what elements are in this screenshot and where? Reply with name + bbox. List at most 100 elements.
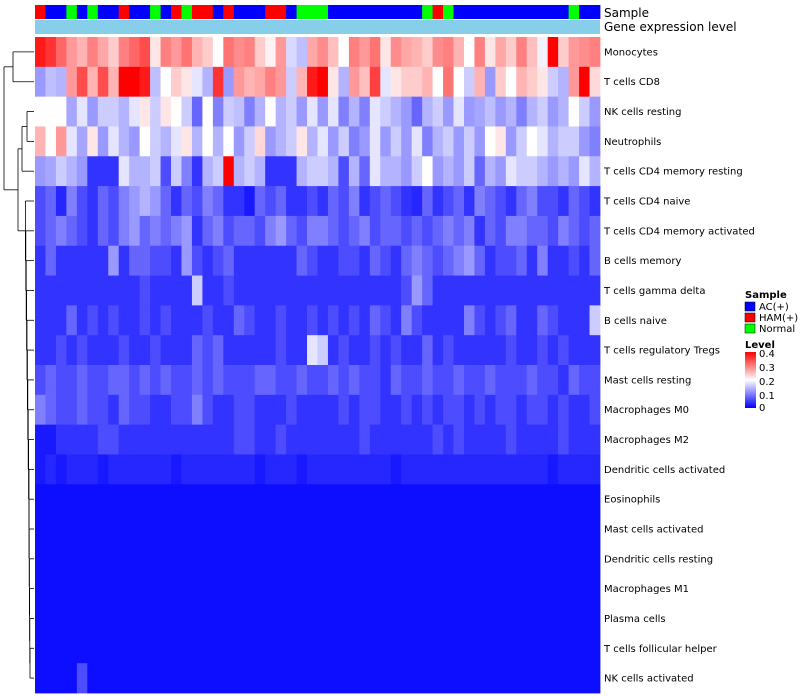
sample-annotation-cell — [171, 5, 182, 19]
heatmap-cell — [495, 186, 507, 217]
heatmap-cell — [275, 514, 287, 545]
heatmap-cell — [579, 245, 590, 276]
heatmap-cell — [348, 394, 360, 426]
heatmap-cell — [505, 126, 517, 157]
heatmap-cell — [411, 424, 423, 455]
heatmap-cell — [160, 305, 172, 336]
heatmap-cell — [181, 454, 193, 485]
heatmap-cell — [97, 514, 109, 545]
heatmap-cell — [171, 663, 182, 694]
level-tick-0.2: 0.2 — [759, 377, 775, 388]
heatmap-cell — [568, 96, 580, 127]
heatmap-cell — [401, 484, 413, 515]
heatmap-cell — [87, 454, 99, 485]
heatmap-cell — [390, 126, 402, 157]
heatmap-cell — [432, 126, 444, 157]
heatmap-cell — [568, 484, 580, 515]
heatmap-cell — [589, 573, 601, 604]
heatmap-cell — [66, 335, 78, 366]
heatmap-cell — [453, 603, 465, 634]
heatmap-cell — [390, 305, 402, 336]
heatmap-cell — [118, 305, 130, 336]
heatmap-cell — [139, 96, 151, 127]
heatmap-cell — [191, 365, 203, 396]
heatmap-cell — [233, 66, 245, 98]
heatmap-cell — [160, 603, 172, 634]
heatmap-cell — [254, 514, 266, 545]
heatmap-cell — [327, 96, 339, 127]
heatmap-cell — [390, 424, 402, 455]
heatmap-cell — [286, 186, 297, 217]
heatmap-cell — [516, 37, 528, 68]
heatmap-cell — [369, 335, 381, 366]
heatmap-cell — [474, 66, 486, 98]
heatmap-cell — [171, 305, 182, 336]
heatmap-cell — [390, 96, 402, 127]
heatmap-cell — [171, 275, 182, 306]
heatmap-cell — [191, 186, 203, 217]
heatmap-cell — [296, 37, 308, 68]
heatmap-cell — [547, 215, 559, 247]
heatmap-cell — [338, 514, 350, 545]
heatmap-cell — [223, 37, 235, 68]
heatmap-cell — [129, 365, 141, 396]
heatmap-cell — [202, 245, 214, 276]
heatmap-cell — [244, 66, 256, 98]
heatmap-cell — [317, 484, 329, 515]
heatmap-cell — [411, 215, 423, 247]
heatmap-cell — [35, 573, 46, 604]
heatmap-cell — [108, 573, 120, 604]
heatmap-cell — [422, 126, 433, 157]
heatmap-cell — [380, 543, 392, 575]
heatmap-cell — [160, 663, 172, 694]
heatmap-cell — [484, 96, 496, 127]
heatmap-cell — [516, 305, 528, 336]
heatmap-cell — [422, 37, 433, 68]
heatmap-cell — [129, 454, 141, 485]
heatmap-cell — [296, 573, 308, 604]
heatmap-cell — [505, 394, 517, 426]
heatmap-cell — [150, 186, 161, 217]
heatmap-cell — [422, 275, 433, 306]
heatmap-cell — [558, 514, 570, 545]
heatmap-cell — [55, 156, 67, 187]
heatmap-cell — [401, 66, 413, 98]
heatmap-cell — [191, 603, 203, 634]
heatmap-cell — [223, 305, 235, 336]
legend-label-ac: AC(+) — [759, 302, 789, 313]
heatmap-cell — [171, 454, 182, 485]
heatmap-cell — [35, 215, 46, 247]
heatmap-cell — [45, 66, 57, 98]
heatmap-cell — [589, 275, 601, 306]
heatmap-cell — [401, 126, 413, 157]
heatmap-cell — [66, 543, 78, 575]
heatmap-cell — [254, 37, 266, 68]
heatmap-cell — [348, 156, 360, 187]
heatmap-cell — [505, 603, 517, 634]
heatmap-cell — [202, 305, 214, 336]
heatmap-cell — [516, 633, 528, 664]
heatmap-cell — [265, 394, 277, 426]
heatmap-cell — [474, 126, 486, 157]
heatmap-cell — [589, 37, 601, 68]
heatmap-cell — [160, 126, 172, 157]
heatmap-cell — [108, 633, 120, 664]
heatmap-cell — [139, 454, 151, 485]
sample-annotation-cell — [307, 5, 318, 19]
heatmap-cell — [348, 514, 360, 545]
heatmap-cell — [401, 275, 413, 306]
heatmap-cell — [558, 394, 570, 426]
heatmap-cell — [432, 365, 444, 396]
heatmap-cell — [537, 394, 549, 426]
heatmap-cell — [348, 424, 360, 455]
heatmap-cell — [87, 245, 99, 276]
heatmap-cell — [160, 37, 172, 68]
heatmap-cell — [244, 394, 256, 426]
heatmap-cell — [55, 424, 67, 455]
heatmap-cell — [87, 215, 99, 247]
heatmap-cell — [453, 275, 465, 306]
heatmap-cell — [223, 603, 235, 634]
heatmap-cell — [463, 663, 475, 694]
heatmap-cell — [411, 126, 423, 157]
heatmap-cell — [275, 37, 287, 68]
